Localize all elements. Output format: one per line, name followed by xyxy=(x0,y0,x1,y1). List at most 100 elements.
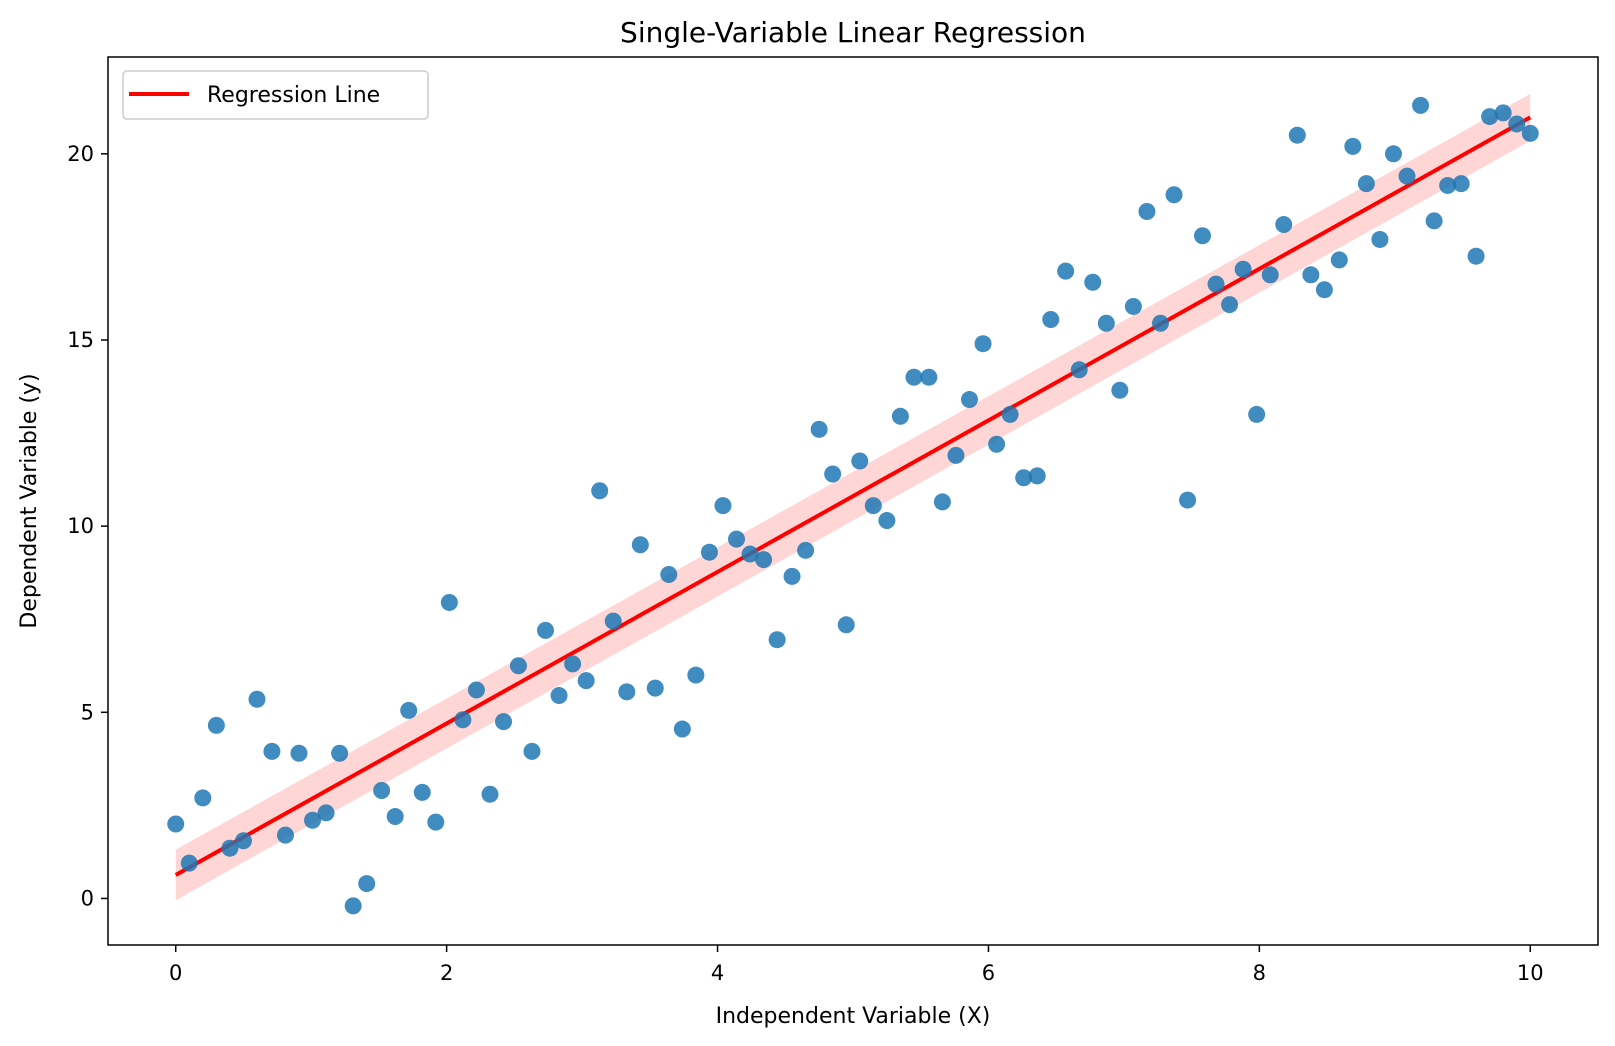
data-point xyxy=(797,541,815,559)
data-point xyxy=(960,391,978,409)
data-point xyxy=(700,543,718,561)
data-point xyxy=(1452,175,1470,193)
data-point xyxy=(1412,96,1430,114)
x-tick-label: 8 xyxy=(1253,961,1266,985)
data-point xyxy=(1398,167,1416,185)
data-point xyxy=(1179,491,1197,509)
data-point xyxy=(1467,247,1485,265)
x-tick-label: 6 xyxy=(982,961,995,985)
x-tick-label: 10 xyxy=(1517,961,1544,985)
y-tick-label: 20 xyxy=(67,142,94,166)
data-point xyxy=(481,785,499,803)
data-point xyxy=(851,452,869,470)
data-point xyxy=(1425,212,1443,230)
data-point xyxy=(440,593,458,611)
data-point xyxy=(783,567,801,585)
data-point xyxy=(1207,275,1225,293)
data-point xyxy=(304,811,322,829)
data-point xyxy=(864,497,882,515)
chart-title: Single-Variable Linear Regression xyxy=(620,16,1086,49)
data-point xyxy=(1494,104,1512,122)
data-point xyxy=(1057,262,1075,280)
data-point xyxy=(660,566,678,584)
data-point xyxy=(537,621,555,639)
data-point xyxy=(577,672,595,690)
data-point xyxy=(1521,124,1539,142)
data-point xyxy=(1261,266,1279,284)
data-point xyxy=(1001,405,1019,423)
data-point xyxy=(276,826,294,844)
data-point xyxy=(523,742,541,760)
data-point xyxy=(604,612,622,630)
data-point xyxy=(1042,310,1060,328)
data-point xyxy=(1138,203,1156,221)
x-tick-label: 0 xyxy=(169,961,182,985)
data-point xyxy=(248,690,266,708)
data-point xyxy=(1481,108,1499,126)
data-point xyxy=(673,720,691,738)
data-point xyxy=(1288,126,1306,144)
data-point xyxy=(810,420,828,438)
y-tick-label: 5 xyxy=(81,700,94,724)
plot-frame xyxy=(107,56,1599,946)
data-point xyxy=(413,783,431,801)
legend: Regression Line xyxy=(122,70,429,120)
data-point xyxy=(824,465,842,483)
data-point xyxy=(454,711,472,729)
data-point xyxy=(207,716,225,734)
data-point xyxy=(1371,230,1389,248)
x-axis-label: Independent Variable (X) xyxy=(716,1004,991,1029)
data-point xyxy=(167,815,185,833)
data-point xyxy=(1221,296,1239,314)
data-point xyxy=(509,657,527,675)
data-point xyxy=(1439,176,1457,194)
data-point xyxy=(317,804,335,822)
y-tick-label: 0 xyxy=(81,886,94,910)
data-point xyxy=(1124,297,1142,315)
data-point xyxy=(495,713,513,731)
data-point xyxy=(194,789,212,807)
y-tick-label: 15 xyxy=(67,328,94,352)
data-point xyxy=(1084,273,1102,291)
data-point xyxy=(1330,251,1348,269)
data-point xyxy=(974,335,992,353)
x-tick-label: 4 xyxy=(711,961,724,985)
data-point xyxy=(837,616,855,634)
data-point xyxy=(290,744,308,762)
data-point xyxy=(263,742,281,760)
data-point xyxy=(221,839,239,857)
data-point xyxy=(373,781,391,799)
data-point xyxy=(564,655,582,673)
data-point xyxy=(344,897,362,915)
data-point xyxy=(1248,405,1266,423)
data-point xyxy=(591,482,609,500)
data-point xyxy=(1111,381,1129,399)
data-point xyxy=(1028,467,1046,485)
data-point xyxy=(714,497,732,515)
data-point xyxy=(1275,216,1293,234)
data-point xyxy=(687,666,705,684)
data-point xyxy=(1302,266,1320,284)
data-point xyxy=(331,744,349,762)
data-point xyxy=(386,808,404,826)
data-point xyxy=(988,435,1006,453)
y-axis-label: Dependent Variable (y) xyxy=(17,373,42,628)
data-point xyxy=(1234,260,1252,278)
data-point xyxy=(1165,186,1183,204)
data-point xyxy=(358,875,376,893)
data-point xyxy=(1315,281,1333,299)
data-point xyxy=(1151,314,1169,332)
data-point xyxy=(741,545,759,563)
data-point xyxy=(400,701,418,719)
data-point xyxy=(1070,361,1088,379)
legend-label-regression-line: Regression Line xyxy=(207,83,380,108)
data-point xyxy=(1015,469,1033,487)
data-point xyxy=(878,512,896,530)
data-point xyxy=(1344,137,1362,155)
data-point xyxy=(427,813,445,831)
x-tick-label: 2 xyxy=(440,961,453,985)
data-point xyxy=(755,551,773,569)
data-point xyxy=(180,854,198,872)
